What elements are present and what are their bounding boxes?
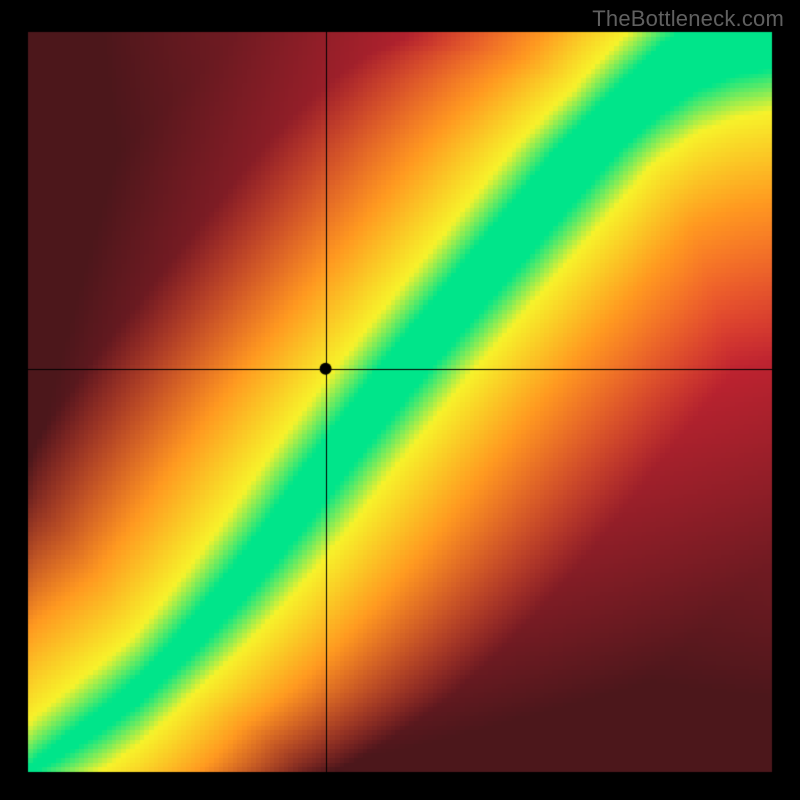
watermark-label: TheBottleneck.com <box>592 6 784 32</box>
figure-root: TheBottleneck.com <box>0 0 800 800</box>
bottleneck-heatmap-canvas <box>0 0 800 800</box>
